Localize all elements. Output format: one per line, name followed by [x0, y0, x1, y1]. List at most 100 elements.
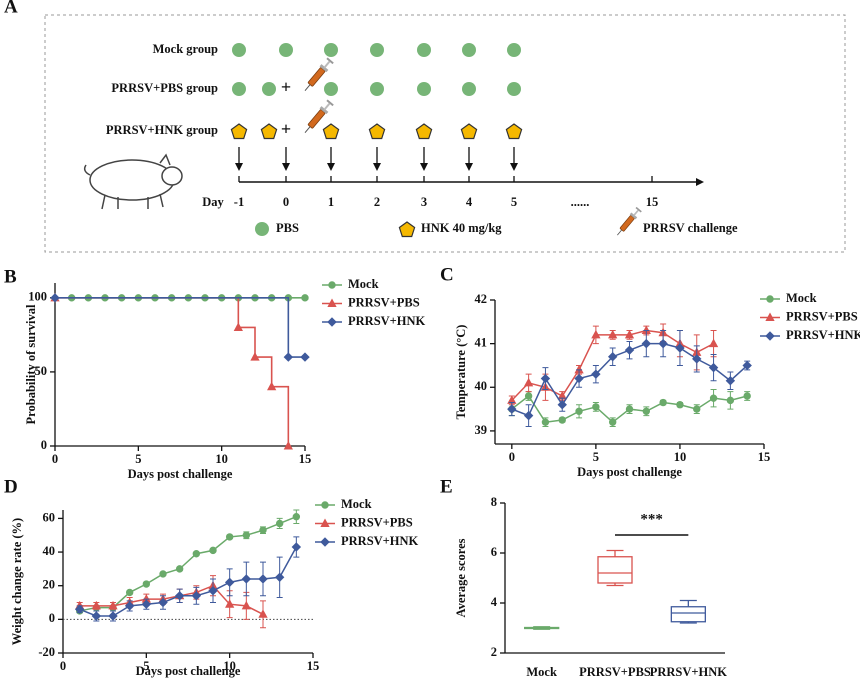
survival-step: [238, 326, 256, 358]
panel-letter: E: [440, 476, 453, 497]
marker: [624, 345, 635, 355]
x-tick-label: PRRSV+PBS: [579, 665, 651, 679]
pbs-dot: [462, 43, 476, 57]
x-tick-label: 0: [52, 452, 58, 466]
marker: [591, 329, 601, 339]
y-tick-label: 6: [491, 545, 497, 559]
x-tick-label: 10: [223, 659, 236, 673]
marker: [224, 577, 235, 588]
pbs-dot: [417, 43, 431, 57]
y-tick-label: 40: [475, 379, 488, 393]
panel-letter: B: [4, 266, 17, 287]
penta: [505, 123, 523, 140]
pbs-dot: [507, 82, 521, 96]
legend-label: PRRSV+HNK: [341, 534, 419, 548]
x-tick-label: 0: [60, 659, 66, 673]
marker: [50, 293, 60, 303]
x-tick-label: 10: [215, 452, 228, 466]
marker: [608, 418, 617, 426]
marker: [91, 611, 102, 621]
marker: [191, 591, 202, 601]
series-line: [79, 584, 264, 615]
significance-label: ***: [640, 511, 663, 527]
pbs-dot: [324, 82, 338, 96]
legend-marker: [328, 281, 336, 289]
legend-label: Mock: [786, 291, 817, 305]
marker: [709, 394, 718, 402]
legend-label: PRRSV challenge: [643, 221, 738, 235]
y-axis-label: Average scores: [454, 538, 468, 617]
penta: [368, 123, 386, 140]
pbs-dot: [507, 43, 521, 57]
group-label: Mock group: [153, 42, 218, 56]
day-label: -1: [234, 195, 244, 209]
marker: [574, 373, 584, 384]
y-tick-label: 50: [35, 364, 48, 378]
day-label: 1: [328, 195, 334, 209]
day-label: 0: [283, 195, 289, 209]
marker: [591, 369, 601, 379]
legend-label: Mock: [341, 497, 372, 511]
plus: +: [281, 119, 291, 139]
legend-marker: [327, 298, 337, 307]
pig: [83, 153, 183, 210]
marker: [557, 400, 567, 410]
penta: [322, 123, 340, 140]
group-label: PRRSV+PBS group: [111, 81, 218, 95]
syringe: [613, 206, 643, 238]
marker: [624, 329, 635, 339]
x-tick-label: PRRSV+HNK: [650, 665, 728, 679]
legend-label: Mock: [348, 277, 379, 291]
legend-pbs: [255, 222, 269, 236]
marker: [125, 588, 134, 597]
pbs-dot: [279, 43, 293, 57]
marker: [558, 416, 566, 424]
pbs-dot: [370, 43, 384, 57]
day-label: 4: [466, 195, 473, 209]
y-tick-label: 100: [28, 290, 47, 304]
y-tick-label: 4: [491, 595, 498, 609]
x-tick-label: 5: [143, 659, 149, 673]
x-tick-label: 10: [674, 450, 687, 464]
penta: [398, 221, 416, 238]
marker: [225, 599, 235, 608]
marker: [692, 354, 702, 364]
survival-step: [55, 297, 290, 358]
y-tick-label: 42: [475, 292, 488, 306]
marker: [225, 533, 234, 541]
group-label: PRRSV+HNK group: [106, 123, 218, 137]
legend-label: HNK 40 mg/kg: [421, 221, 502, 235]
legend-marker: [766, 295, 774, 303]
marker: [726, 396, 735, 405]
day-label: 5: [511, 195, 517, 209]
arrow-head: [420, 163, 428, 171]
marker: [142, 580, 151, 588]
legend-label: PBS: [276, 221, 299, 235]
x-axis-label: Days post challenge: [128, 467, 233, 481]
arrow-head: [327, 163, 335, 171]
marker: [300, 352, 310, 362]
day-label: 2: [374, 195, 380, 209]
marker: [267, 381, 277, 391]
survival-step: [271, 385, 290, 446]
marker: [259, 526, 267, 534]
pbs-dot: [417, 82, 431, 96]
marker: [641, 338, 652, 349]
x-axis-label: Days post challenge: [136, 664, 241, 678]
marker: [175, 565, 184, 573]
marker: [507, 404, 517, 414]
y-tick-label: 40: [43, 544, 56, 558]
pbs-dot: [232, 43, 246, 57]
marker: [209, 546, 217, 555]
pbs-dot: [324, 43, 338, 57]
marker: [642, 407, 651, 415]
marker: [233, 322, 243, 331]
marker: [283, 440, 293, 450]
survival-step: [55, 297, 240, 328]
marker: [158, 597, 168, 608]
panel-letter: D: [4, 476, 18, 497]
marker: [743, 392, 751, 400]
y-axis-label: Weight change rate (%): [10, 518, 24, 645]
